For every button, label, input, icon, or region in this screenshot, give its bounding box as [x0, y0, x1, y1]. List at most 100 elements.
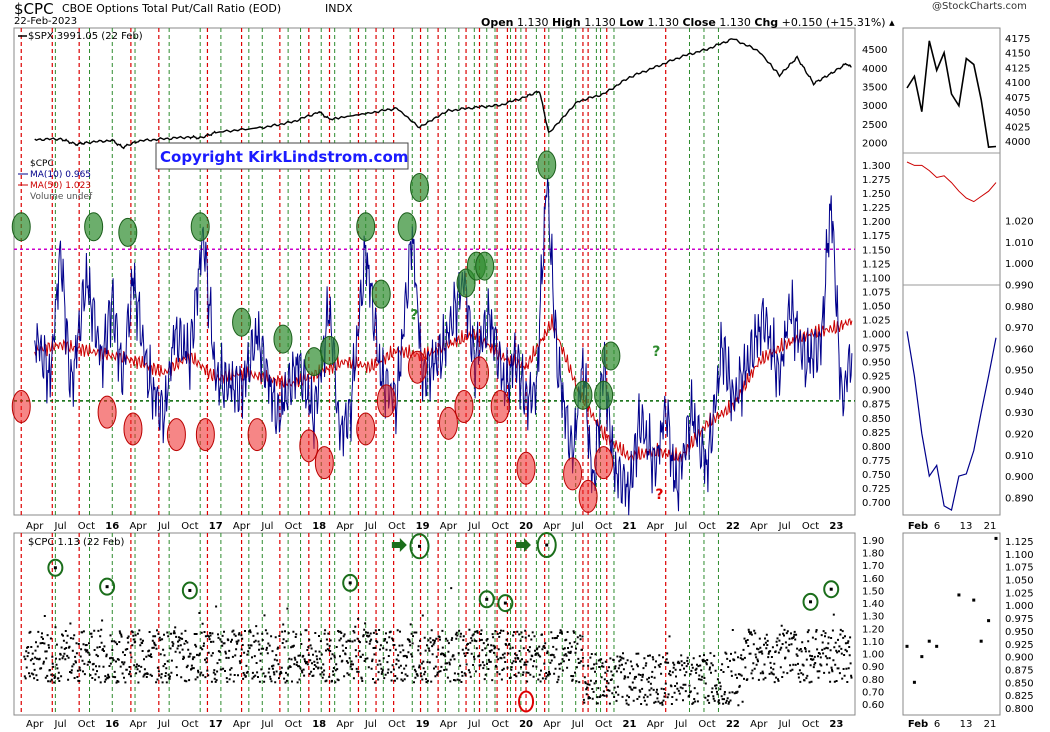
cpc-legend: $CPC	[30, 159, 54, 169]
high-reading-circle	[409, 533, 430, 560]
x-tick-label-bottom: Apr	[233, 719, 251, 730]
high-reading-point	[188, 588, 192, 592]
high-reading-point	[485, 597, 489, 601]
x-tick-label-top: Oct	[492, 521, 509, 532]
x-tick-label-bottom: Oct	[698, 719, 715, 730]
high-reading-circle	[99, 577, 116, 596]
sell-marker	[376, 384, 396, 418]
cpc-y-tick: 1.200	[862, 217, 891, 228]
buy-marker	[273, 324, 293, 354]
buy-marker	[537, 150, 557, 180]
spx-y-tick: 2000	[862, 139, 887, 150]
spx-y-tick: 4000	[862, 64, 887, 75]
sell-marker	[11, 390, 31, 424]
x-tick-label-bottom: Oct	[595, 719, 612, 730]
scatter-y-tick: 1.80	[862, 549, 884, 560]
x-tick-label-top: 19	[416, 521, 430, 532]
x-tick-label-bottom: Oct	[388, 719, 405, 730]
x-tick-label-bottom: 16	[105, 719, 119, 730]
side-ma10-line	[906, 331, 997, 512]
close-value: 1.130	[719, 16, 751, 29]
sell-marker	[123, 412, 143, 446]
x-tick-label-top: 20	[519, 521, 533, 532]
sell-marker	[356, 412, 376, 446]
cpc-y-tick: 0.975	[862, 344, 891, 355]
x-tick-label-top: 22	[726, 521, 740, 532]
high-reading-point	[348, 581, 352, 585]
spx-y-tick: 3000	[862, 101, 887, 112]
buy-marker	[475, 251, 495, 281]
x-tick-label-top: 17	[209, 521, 223, 532]
side-ma-y-tick: 0.910	[1005, 451, 1034, 462]
cpc-y-tick: 1.075	[862, 287, 891, 298]
collapse-icon[interactable]: ▴	[889, 16, 895, 29]
sell-marker	[166, 418, 186, 452]
x-tick-label-top: Jul	[260, 521, 273, 532]
side-cpc-point	[905, 644, 909, 648]
x-tick-label-bottom: 19	[416, 719, 430, 730]
side-spx-y-tick: 4025	[1005, 122, 1030, 133]
x-tick-label-top: Jul	[157, 521, 170, 532]
x-tick-label-bottom: Apr	[129, 719, 147, 730]
x-tick-label-top: Apr	[233, 521, 251, 532]
volume-legend: Volume undef	[30, 192, 93, 202]
x-tick-label-bottom: Jul	[54, 719, 67, 730]
side-x-tick-top: 21	[984, 521, 997, 532]
x-tick-label-top: Apr	[440, 521, 458, 532]
cpc-y-tick: 0.825	[862, 428, 891, 439]
x-tick-label-bottom: Oct	[802, 719, 819, 730]
side-cpc-y-tick: 0.850	[1005, 678, 1034, 689]
side-x-tick-top: 13	[960, 521, 973, 532]
buy-marker	[84, 212, 104, 242]
high-reading-circle	[823, 580, 840, 599]
x-tick-label-bottom: Jul	[364, 719, 377, 730]
stockcharts-credit[interactable]: @StockCharts.com	[932, 1, 1027, 12]
high-value: 1.130	[584, 16, 616, 29]
x-tick-label-bottom: Jul	[778, 719, 791, 730]
side-cpc-y-tick: 0.925	[1005, 640, 1034, 651]
x-tick-label-top: Oct	[802, 521, 819, 532]
open-label: Open	[481, 16, 514, 29]
high-reading-point	[829, 587, 833, 591]
x-tick-label-top: Oct	[285, 521, 302, 532]
question-mark-annotation: ?	[655, 487, 663, 503]
cpc-y-tick: 1.100	[862, 273, 891, 284]
x-tick-label-top: Apr	[543, 521, 561, 532]
sell-marker	[407, 350, 427, 384]
buy-marker	[397, 212, 417, 242]
cpc-y-tick: 1.150	[862, 245, 891, 256]
side-cpc-y-tick: 0.800	[1005, 704, 1034, 715]
side-ma-y-tick: 0.930	[1005, 408, 1034, 419]
x-tick-label-top: Jul	[778, 521, 791, 532]
high-reading-circle	[536, 532, 557, 559]
x-tick-label-bottom: Apr	[647, 719, 665, 730]
high-reading-circle	[342, 573, 359, 592]
side-cpc-point	[994, 536, 998, 540]
sell-marker	[97, 395, 117, 429]
side-cpc-y-tick: 0.875	[1005, 665, 1034, 676]
high-reading-circle	[802, 592, 819, 611]
side-cpc-y-tick: 1.000	[1005, 601, 1034, 612]
buy-marker	[190, 212, 210, 242]
side-ma-y-tick: 0.920	[1005, 430, 1034, 441]
side-ma-y-tick: 1.010	[1005, 238, 1034, 249]
buy-marker	[371, 279, 391, 309]
side-cpc-point	[972, 598, 976, 602]
cpc-y-tick: 1.125	[862, 259, 891, 270]
scatter-y-tick: 1.30	[862, 612, 884, 623]
x-tick-label-top: Jul	[364, 521, 377, 532]
chg-value: +0.150 (+15.31%)	[781, 16, 886, 29]
high-reading-point	[809, 600, 813, 604]
buy-marker	[573, 380, 593, 410]
x-tick-label-bottom: Apr	[543, 719, 561, 730]
side-ma-y-tick: 0.980	[1005, 302, 1034, 313]
high-reading-point	[418, 544, 422, 548]
scatter-y-tick: 0.80	[862, 675, 884, 686]
main-panel-frame	[13, 27, 856, 516]
sell-marker	[490, 390, 510, 424]
x-tick-label-bottom: 18	[312, 719, 326, 730]
scatter-y-tick: 1.70	[862, 561, 884, 572]
high-reading-circle	[181, 581, 198, 600]
cpc-y-tick: 1.275	[862, 175, 891, 186]
